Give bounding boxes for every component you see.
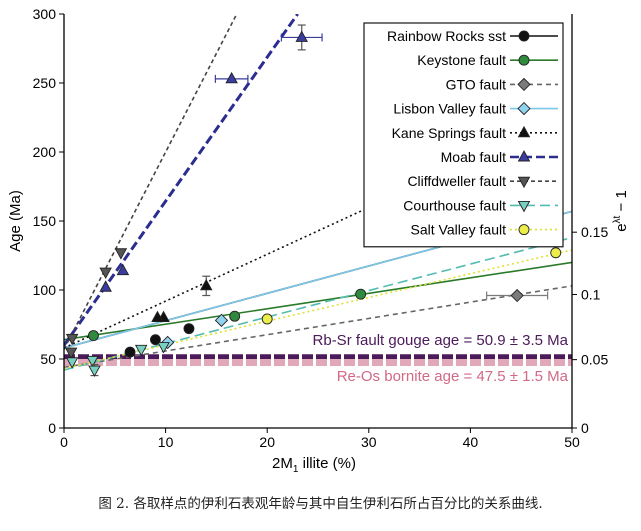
y-tick-label-5: 250	[33, 75, 57, 91]
x-tick-label-1: 10	[158, 434, 174, 450]
x-axis-title: 2M1 illite (%)	[272, 455, 356, 475]
series-7-point-1	[86, 355, 99, 368]
y-tick-label-1: 50	[40, 351, 56, 367]
series-6-point-1	[114, 248, 128, 260]
legend-label-8: Salt Valley fault	[411, 222, 507, 238]
y-axis-title: Age (Ma)	[7, 190, 24, 252]
extra-point-1	[124, 346, 136, 358]
series-7-point-4	[134, 344, 148, 357]
y2-tick-label-3: 0.15	[581, 224, 608, 240]
extra-point-4	[65, 333, 79, 346]
y2-tick-label-0: 0	[581, 420, 589, 436]
y2-tick-label-1: 0.05	[581, 352, 608, 368]
y-tick-label-3: 150	[33, 213, 57, 229]
legend-label-7: Courthouse fault	[403, 197, 506, 213]
legend-marker-7	[517, 200, 531, 213]
series-1-point-2	[355, 288, 367, 300]
legend-label-0: Rainbow Rocks sst	[387, 28, 506, 44]
legend-marker-3	[517, 101, 531, 116]
series-5-point-1	[116, 263, 130, 276]
legend-marker-6	[517, 176, 531, 189]
legend-marker-1	[518, 54, 530, 66]
y-tick-label-0: 0	[48, 420, 56, 436]
x-tick-label-3: 30	[361, 434, 377, 450]
series-3-point-0	[214, 313, 229, 327]
y2-axis-title: eλt − 1	[612, 190, 630, 232]
legend: Rainbow Rocks sst Keystone fault GTO fault…	[363, 22, 564, 248]
series-7-point-0	[65, 357, 79, 369]
legend-label-2: GTO fault	[446, 76, 507, 92]
series-5-point-0	[99, 280, 112, 292]
series-7-point-3	[157, 342, 170, 354]
legend-box	[363, 22, 564, 248]
legend-label-3: Lisbon Valley fault	[393, 101, 506, 117]
legend-marker-4	[517, 125, 531, 138]
fit-line-2	[64, 285, 572, 369]
x-tick-label-5: 50	[564, 434, 580, 450]
fit-line-6	[64, 14, 238, 350]
x-tick-label-4: 40	[463, 434, 479, 450]
series-0-point-0	[183, 323, 195, 335]
x-tick-label-2: 20	[259, 434, 275, 450]
legend-marker-2	[517, 77, 531, 92]
figure-caption: 图 2. 各取样点的伊利石表观年龄与其中自生伊利石所占百分比的关系曲线.	[98, 496, 543, 512]
legend-marker-5	[517, 150, 531, 162]
series-1-point-1	[229, 310, 241, 322]
series-4-point-0	[151, 310, 164, 323]
series-1-point-0	[88, 330, 99, 341]
series-6-point-0	[99, 267, 112, 279]
fit-line-8	[64, 249, 572, 370]
legend-marker-8	[518, 224, 530, 236]
legend-marker-0	[518, 30, 530, 42]
y-tick-label-2: 100	[33, 282, 57, 298]
legend-label-5: Moab fault	[441, 149, 506, 165]
series-7-point-2	[88, 365, 101, 377]
series-5-point-3	[295, 30, 309, 42]
series-8-point-1	[550, 247, 562, 259]
band-label-0: Rb-Sr fault gouge age = 50.9 ± 3.5 Ma	[313, 332, 569, 349]
legend-label-6: Cliffdweller fault	[407, 173, 506, 189]
series-8-point-0	[261, 313, 273, 325]
fit-line-1	[64, 261, 572, 341]
series-4-point-1	[199, 278, 213, 291]
band-label-1: Re-Os bornite age = 47.5 ± 1.5 Ma	[337, 368, 569, 385]
fit-line-5	[64, 14, 299, 347]
series-5-point-2	[225, 71, 238, 84]
series-2-point-0	[510, 288, 524, 303]
legend-label-1: Keystone fault	[417, 52, 506, 68]
fit-line-4	[64, 192, 400, 349]
legend-label-4: Kane Springs fault	[392, 125, 507, 141]
y-tick-label-4: 200	[33, 144, 57, 160]
fit-line-7	[64, 236, 572, 371]
extra-point-0	[64, 347, 78, 360]
x-tick-label-0: 0	[60, 434, 68, 450]
y-tick-label-6: 300	[33, 6, 57, 22]
y2-tick-label-2: 0.1	[581, 286, 601, 302]
